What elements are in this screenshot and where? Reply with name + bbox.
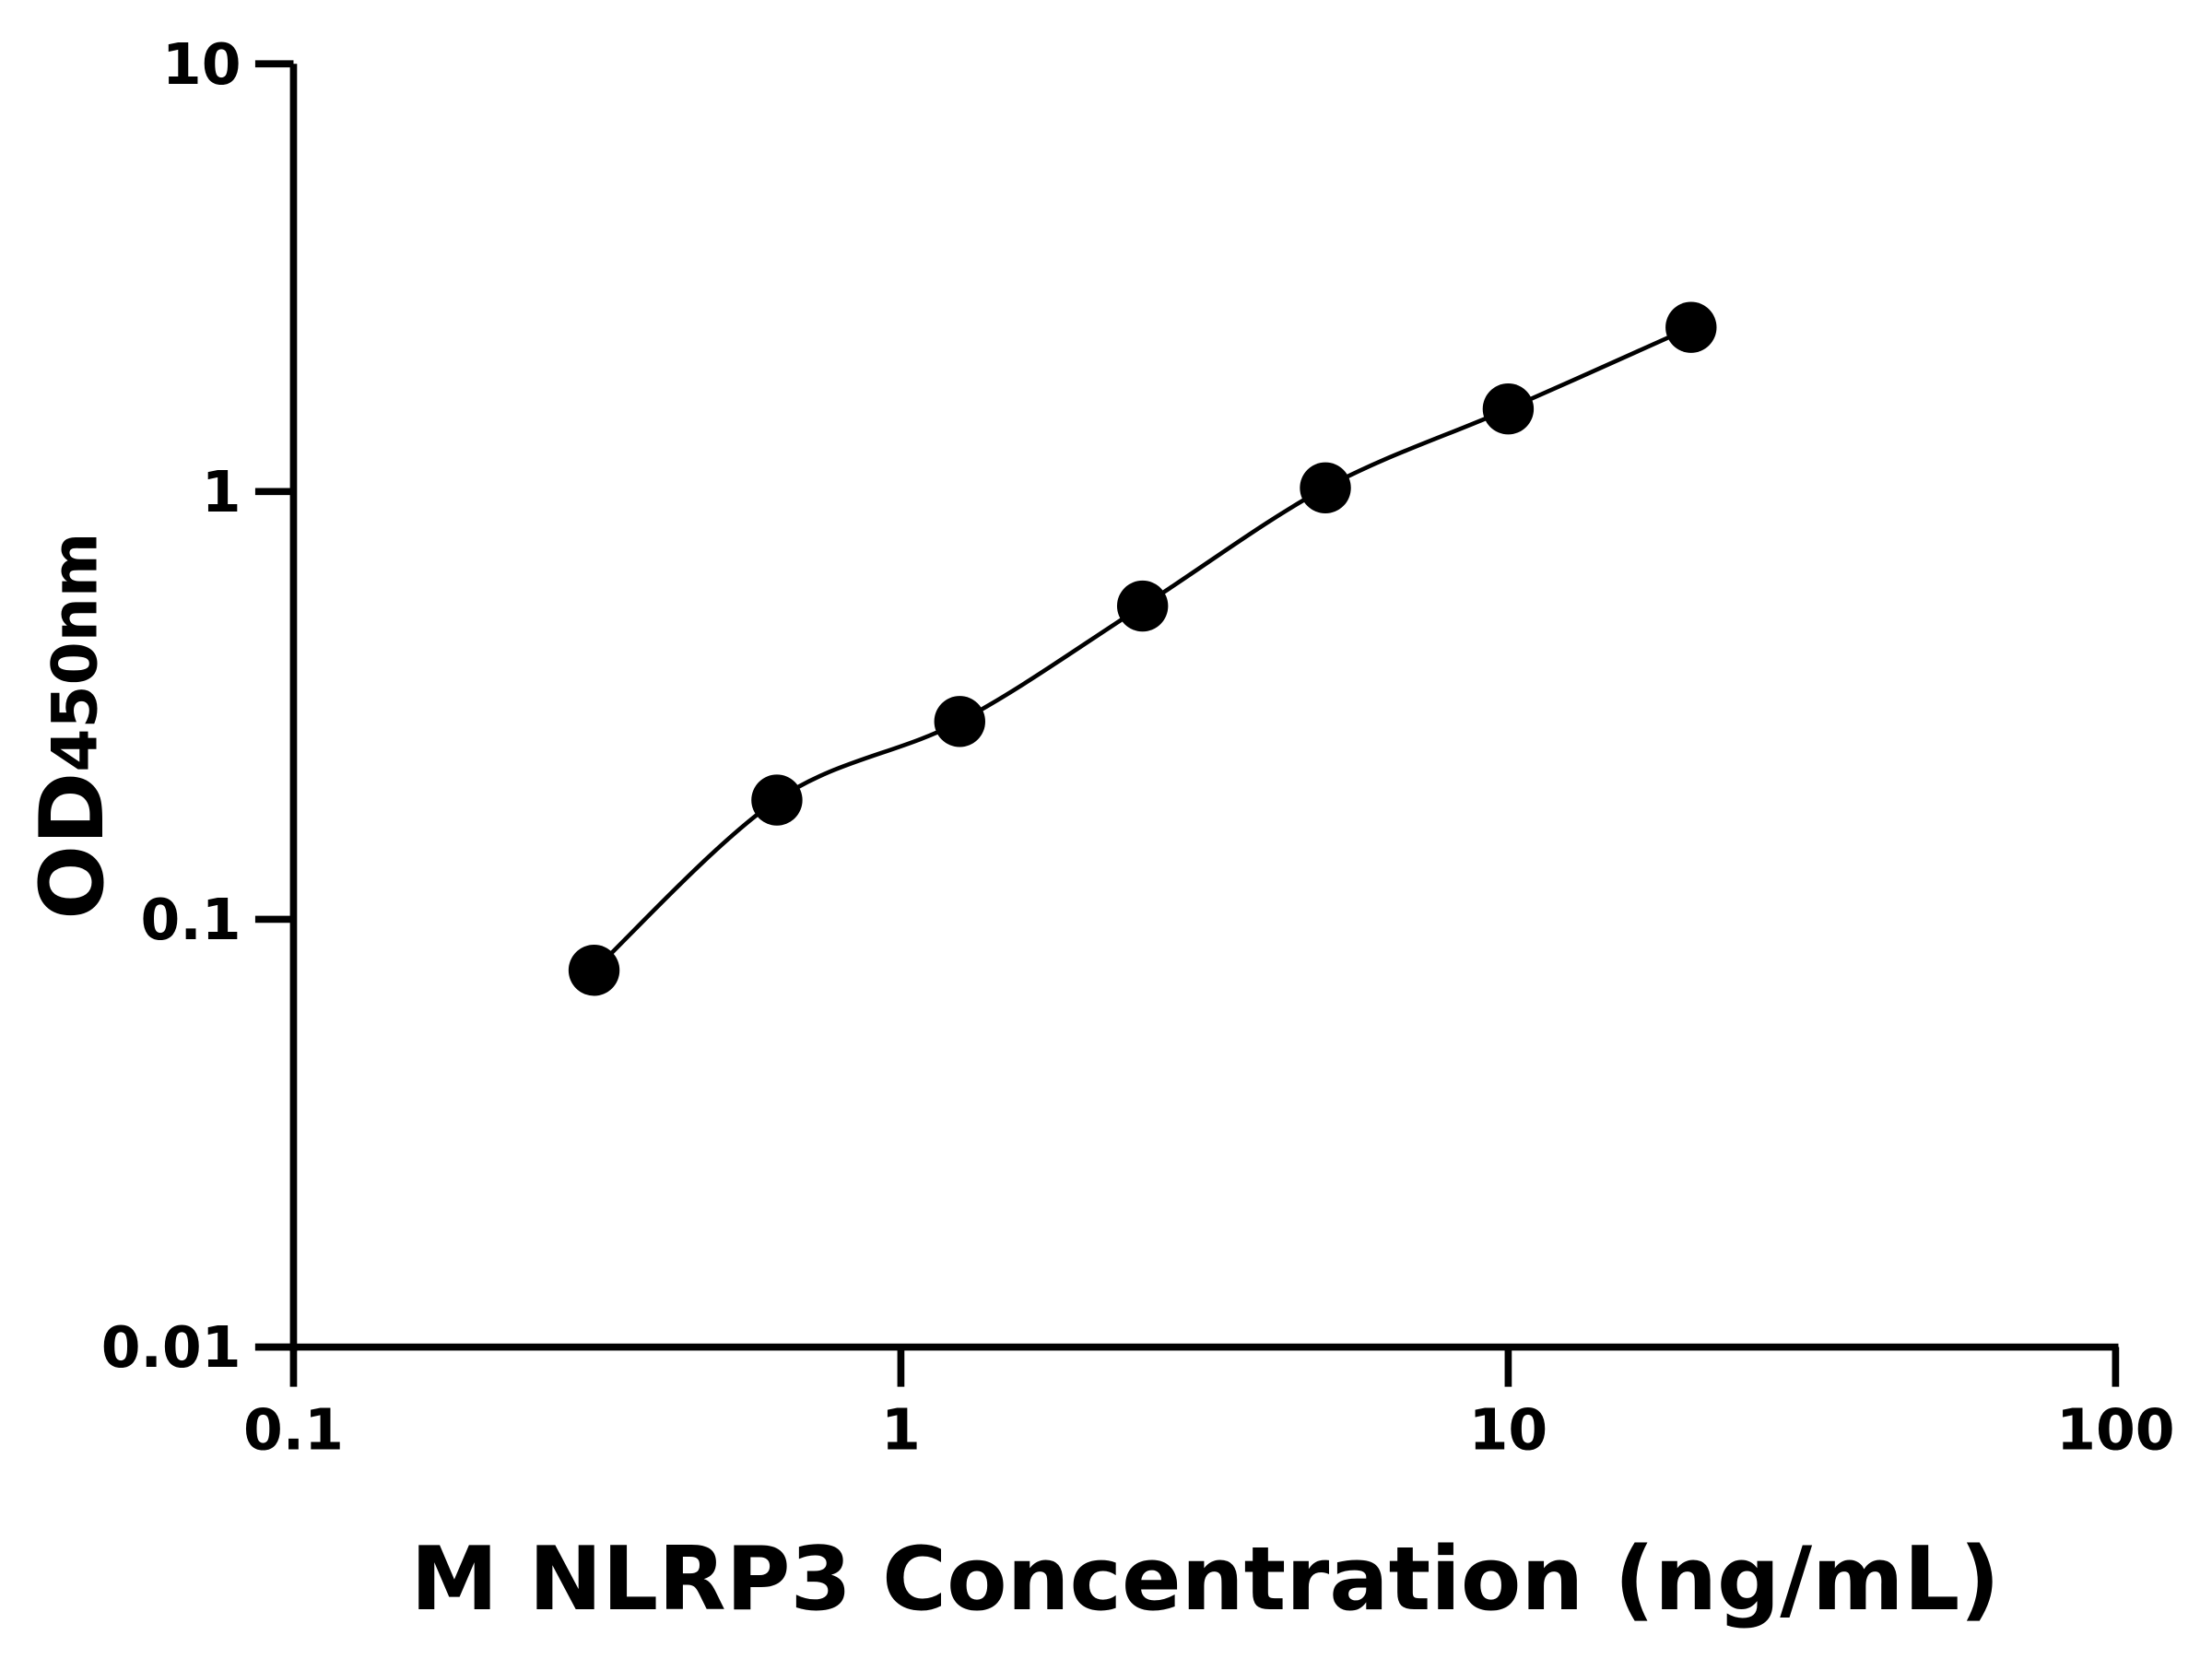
x-tick-label: 100 [2056, 1396, 2174, 1463]
y-tick-label: 0.01 [101, 1314, 241, 1381]
y-axis-label-subscript: 450nm [39, 533, 112, 772]
data-point [1482, 383, 1535, 435]
x-tick-label: 0.1 [243, 1396, 344, 1463]
data-point [1300, 462, 1351, 514]
x-tick-label: 1 [881, 1396, 921, 1463]
y-axis-label: OD450nm [21, 533, 124, 920]
data-point [1116, 580, 1169, 632]
data-point [568, 945, 620, 996]
data-point [751, 774, 803, 826]
data-point [1665, 301, 1717, 353]
x-tick-label: 10 [1469, 1396, 1548, 1463]
y-tick-label: 0.1 [141, 887, 241, 953]
y-tick-label: 1 [202, 459, 241, 525]
x-axis-label: M NLRP3 Concentration (ng/mL) [410, 1528, 1999, 1630]
axes [254, 64, 2119, 1352]
y-tick-label: 10 [162, 31, 241, 98]
y-axis-label-main: OD [21, 772, 124, 920]
data-point [934, 696, 985, 747]
